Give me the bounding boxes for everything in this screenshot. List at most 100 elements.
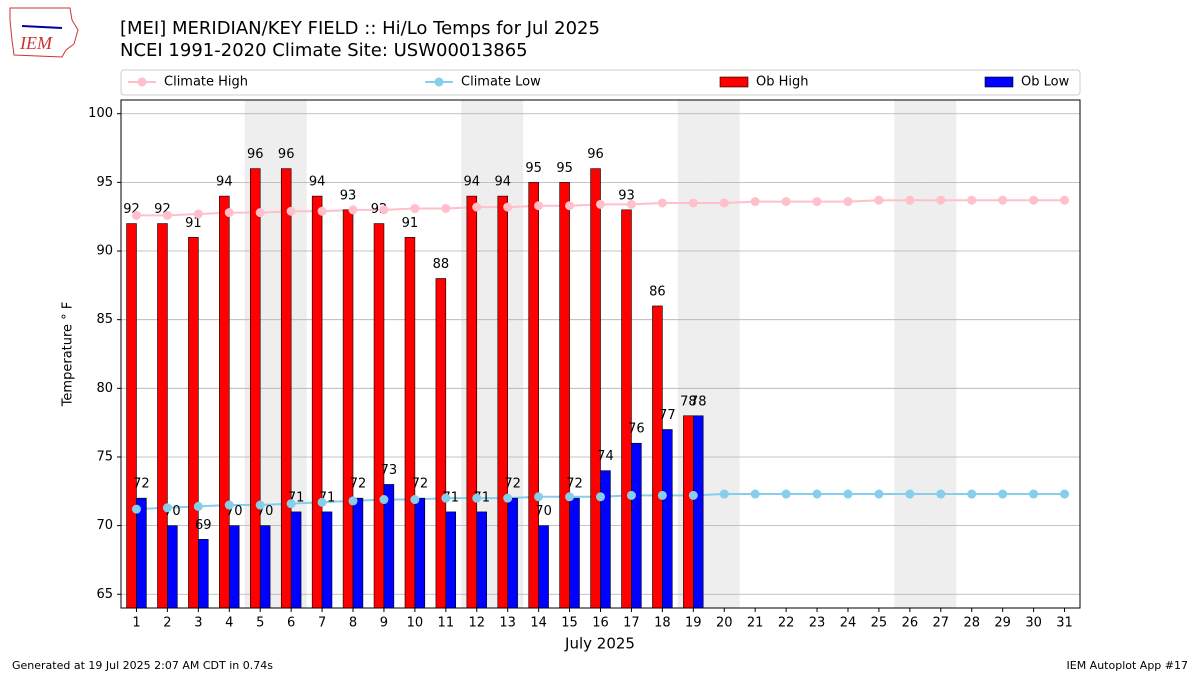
line-marker: [472, 202, 482, 212]
line-marker: [719, 489, 729, 499]
bar: [321, 511, 333, 609]
line-marker: [410, 203, 420, 213]
x-axis-label: July 2025: [564, 635, 635, 653]
bar: [198, 539, 209, 609]
legend-label: Ob High: [756, 75, 809, 90]
legend: [120, 69, 1081, 96]
x-tick-label: 25: [871, 616, 888, 631]
data-label: 73: [381, 463, 398, 478]
line-marker: [286, 206, 296, 216]
x-tick-label: 3: [194, 616, 202, 631]
line-marker: [1060, 489, 1070, 499]
line-marker: [967, 489, 977, 499]
data-label: 70: [535, 504, 552, 519]
line-marker: [596, 492, 605, 502]
bar: [188, 236, 199, 609]
line-marker: [781, 489, 791, 499]
line-marker: [317, 497, 327, 507]
bar: [559, 182, 570, 609]
y-tick-label: 80: [96, 381, 113, 396]
logo-text: IEM: [19, 33, 53, 53]
bar: [352, 497, 364, 609]
x-tick-label: 14: [530, 616, 547, 631]
line-marker: [626, 199, 636, 209]
line-marker: [472, 493, 482, 503]
legend-swatch: [137, 77, 147, 87]
legend-label: Climate Low: [461, 75, 541, 90]
x-tick-label: 2: [163, 616, 171, 631]
data-label: 77: [659, 408, 676, 423]
line-marker: [874, 489, 884, 499]
chart-title: [MEI] MERIDIAN/KEY FIELD :: Hi/Lo Temps …: [120, 18, 600, 39]
line-marker: [441, 203, 451, 213]
highlight-band: [894, 100, 926, 608]
x-tick-label: 17: [623, 616, 640, 631]
x-tick-label: 7: [318, 616, 326, 631]
x-tick-label: 4: [225, 616, 233, 631]
bar: [693, 415, 704, 609]
line-marker: [317, 206, 327, 216]
line-marker: [224, 500, 234, 510]
x-tick-label: 27: [933, 616, 950, 631]
data-label: 95: [556, 161, 573, 176]
bar: [250, 168, 261, 609]
data-label: 96: [587, 147, 604, 162]
x-tick-label: 29: [994, 616, 1011, 631]
bar: [435, 278, 447, 609]
line-marker: [874, 195, 884, 205]
y-tick-label: 70: [96, 518, 113, 533]
bar: [621, 209, 632, 609]
bar: [219, 195, 230, 609]
line-marker: [905, 489, 915, 499]
line-marker: [719, 198, 729, 208]
bar: [126, 223, 137, 609]
bar: [414, 497, 426, 609]
bar: [311, 195, 323, 609]
x-tick-label: 26: [902, 616, 919, 631]
line-marker: [936, 489, 946, 499]
data-label: 72: [504, 477, 521, 492]
data-label: 94: [464, 175, 481, 190]
x-tick-label: 18: [654, 616, 671, 631]
bar: [590, 168, 601, 609]
bar: [528, 182, 539, 609]
bar: [631, 442, 642, 609]
data-label: 94: [309, 175, 326, 190]
line-marker: [905, 195, 915, 205]
bar: [342, 209, 354, 609]
legend-label: Ob Low: [1021, 75, 1070, 90]
data-label: 93: [340, 188, 357, 203]
line-marker: [596, 199, 605, 209]
line-marker: [255, 208, 265, 218]
line-marker: [503, 493, 513, 503]
line-marker: [379, 495, 389, 505]
line-marker: [812, 197, 822, 207]
highlight-band: [925, 100, 957, 608]
line-marker: [565, 492, 575, 502]
y-tick-label: 90: [96, 244, 113, 259]
legend-swatch: [719, 76, 749, 88]
line-marker: [503, 202, 513, 212]
y-tick-label: 85: [96, 312, 113, 327]
footer-left: Generated at 19 Jul 2025 2:07 AM CDT in …: [12, 659, 273, 672]
bar: [497, 195, 508, 609]
line-marker: [131, 504, 141, 514]
bar: [404, 236, 416, 609]
x-tick-label: 10: [407, 616, 424, 631]
data-label: 74: [597, 449, 614, 464]
data-label: 72: [133, 477, 150, 492]
data-label: 95: [525, 161, 542, 176]
line-marker: [688, 198, 698, 208]
data-label: 93: [618, 188, 635, 203]
legend-swatch: [984, 76, 1014, 88]
line-marker: [534, 201, 544, 211]
y-tick-label: 100: [88, 106, 113, 121]
x-tick-label: 9: [380, 616, 388, 631]
line-marker: [410, 495, 420, 505]
chart-subtitle: NCEI 1991-2020 Climate Site: USW00013865: [120, 40, 528, 61]
line-marker: [998, 489, 1008, 499]
data-label: 91: [402, 216, 419, 231]
data-label: 78: [690, 394, 707, 409]
data-label: 91: [185, 216, 202, 231]
